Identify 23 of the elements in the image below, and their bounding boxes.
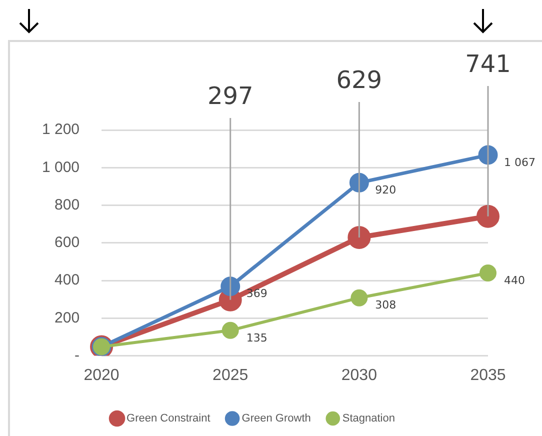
legend-label: Green Constraint xyxy=(126,412,210,425)
data-label: 369 xyxy=(246,287,268,300)
y-tick-label: 1 200 xyxy=(42,121,80,138)
y-tick-label: 800 xyxy=(54,196,80,214)
data-label: 297 xyxy=(207,82,254,110)
legend-label: Stagnation xyxy=(342,412,395,425)
data-label: 135 xyxy=(246,331,268,344)
x-tick-label: 2030 xyxy=(341,366,378,384)
x-tick-label: 2025 xyxy=(212,366,248,384)
y-tick-label: 600 xyxy=(54,234,80,252)
y-tick-label: 200 xyxy=(54,309,80,326)
data-label: 629 xyxy=(336,66,382,94)
x-tick-label: 2020 xyxy=(84,366,120,384)
y-tick-label: 1 000 xyxy=(42,158,80,176)
y-tick-label: 400 xyxy=(54,272,80,289)
x-tick-label: 2035 xyxy=(470,366,506,384)
legend-label: Green Growth xyxy=(242,412,311,425)
data-label: 440 xyxy=(504,274,525,287)
data-label: 741 xyxy=(465,50,511,78)
data-label: 920 xyxy=(375,184,396,197)
data-label: 1 067 xyxy=(504,156,536,169)
data-label: 308 xyxy=(375,298,396,312)
y-tick-label: - xyxy=(74,346,80,364)
